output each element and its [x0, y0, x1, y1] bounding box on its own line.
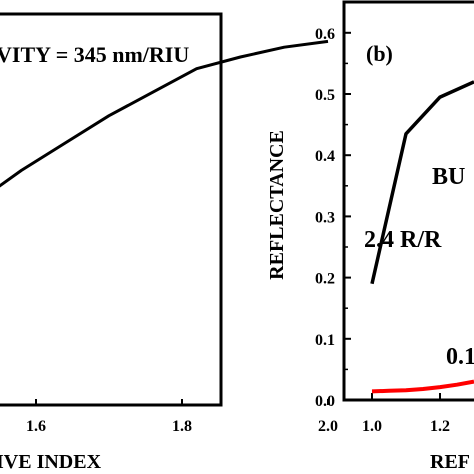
- left-x-tick-label: 2.0: [318, 418, 338, 435]
- right-reflectance-line-red: [371, 379, 474, 394]
- left-panel: 1.6 1.8 2.0 VITY = 345 nm/RIU IVE INDEX: [0, 12, 338, 473]
- right-reflectance-line-black: [370, 80, 474, 285]
- panel-label-b: (b): [366, 41, 393, 66]
- right-x-axis-title: REF: [430, 451, 470, 473]
- right-y-tick-label: 0.5: [315, 87, 335, 104]
- left-x-ticks: 1.6 1.8 2.0: [26, 399, 338, 435]
- annotation-0-1: 0.1: [446, 344, 474, 370]
- left-x-tick-label: 1.6: [26, 418, 46, 435]
- right-y-axis-title: REFLECTANCE: [266, 130, 288, 280]
- right-x-tick-label: 1.0: [362, 418, 382, 435]
- left-x-tick-label: 1.8: [172, 418, 192, 435]
- left-x-axis-title: IVE INDEX: [0, 451, 102, 473]
- right-series-group: [370, 80, 474, 394]
- right-y-tick-label: 0.1: [315, 332, 335, 349]
- left-axes-frame: [0, 12, 223, 407]
- right-axes-frame: [342, 0, 474, 402]
- annotation-ratio: 2.4 R/R: [364, 227, 442, 253]
- left-series-group: [0, 39, 329, 188]
- right-y-tick-label: 0.2: [315, 271, 335, 288]
- left-sensitivity-annotation: VITY = 345 nm/RIU: [0, 42, 189, 67]
- right-y-tick-label: 0.6: [315, 26, 335, 43]
- left-sensitivity-line: [0, 39, 329, 188]
- annotation-bu: BU: [432, 164, 465, 190]
- right-y-tick-label: 0.4: [315, 148, 335, 165]
- right-y-tick-label: 0.3: [315, 209, 335, 226]
- right-axis-ticks: 0.0 0.1 0.2 0.3 0.4 0.5 0.6 1.0 1.2: [315, 1, 450, 435]
- right-x-tick-label: 1.2: [430, 418, 450, 435]
- right-panel: 0.0 0.1 0.2 0.3 0.4 0.5 0.6 1.0 1.2 (b) BU 2.4 R…: [266, 0, 474, 473]
- right-y-tick-label: 0.0: [315, 393, 335, 410]
